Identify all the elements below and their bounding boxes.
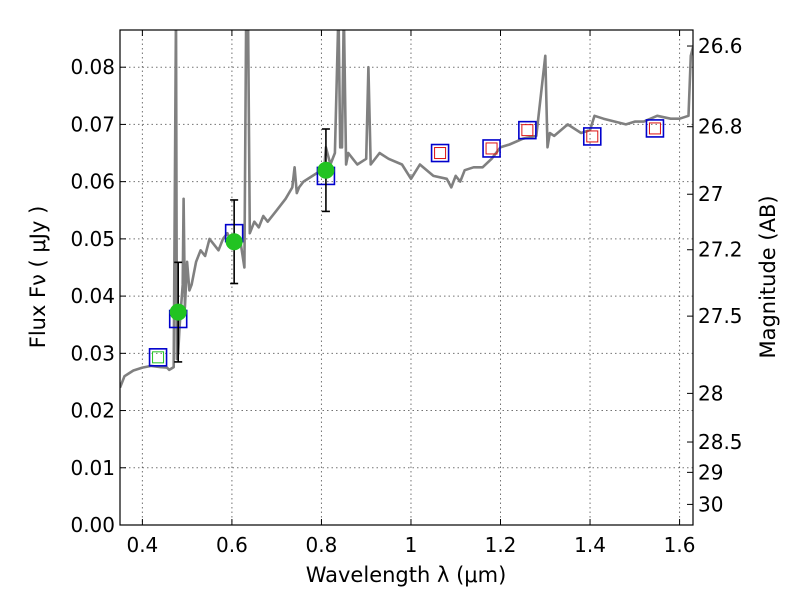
y-tick-label: 0.04: [70, 284, 115, 308]
upper-limit-square: [586, 130, 599, 143]
upper-limit-square: [521, 124, 534, 137]
grid: [120, 30, 693, 526]
model-photometry-square: [430, 143, 450, 163]
y2-tick-label: 27.5: [698, 304, 743, 328]
detection-point: [169, 303, 187, 321]
y-tick-label: 0.05: [70, 227, 115, 251]
y-tick-label: 0.01: [70, 456, 115, 480]
model-photometry-square: [148, 348, 168, 367]
model-photometry-square: [645, 119, 665, 138]
x-tick-label: 1.2: [485, 533, 517, 557]
spectrum-line: [120, 30, 693, 389]
y-tick-label: 0.02: [70, 399, 115, 423]
y-tick-label: 0.06: [70, 170, 115, 194]
y2-tick-label: 26.6: [698, 34, 743, 58]
x-tick-label: 1.6: [664, 533, 696, 557]
y2-tick-label: 27: [698, 182, 723, 206]
x-tick-label: 0.4: [126, 533, 158, 557]
plot-area: [120, 30, 693, 389]
upper-limit-square: [648, 122, 661, 135]
model-photometry-square: [482, 139, 501, 158]
x-tick-label: 0.8: [306, 533, 338, 557]
y2-tick-label: 28.5: [698, 430, 743, 454]
axis-ticks: 0.4 0.6 0.8 1 1.2 1.4 1.6 0.00 0.01 0.02 0.03 0.04 0…: [70, 30, 743, 557]
x-tick-label: 0.6: [216, 533, 248, 557]
y2-tick-label: 28: [698, 381, 723, 405]
y2-axis-label: Magnitude (AB): [756, 195, 780, 358]
x-tick-label: 1.4: [574, 533, 606, 557]
detection-point: [225, 233, 243, 251]
y2-tick-label: 27.2: [698, 238, 743, 262]
upper-limit-square: [434, 147, 447, 160]
y-tick-label: 0.07: [70, 112, 115, 136]
upper-limit-square: [152, 351, 165, 364]
x-axis-label: Wavelength λ (μm): [306, 563, 507, 587]
y-tick-label: 0.00: [70, 513, 115, 537]
plot-frame: [119, 29, 694, 526]
y2-tick-label: 30: [698, 492, 723, 516]
model-photometry-square: [518, 120, 537, 140]
y-axis-label: Flux Fν ( μJy ): [26, 206, 50, 349]
y-tick-label: 0.03: [70, 341, 115, 365]
x-tick-label: 1: [405, 533, 418, 557]
detection-point: [317, 161, 335, 179]
y-tick-label: 0.08: [70, 55, 115, 79]
upper-limit-square: [485, 142, 498, 155]
y2-tick-label: 29: [698, 460, 723, 484]
y2-tick-label: 26.8: [698, 115, 743, 139]
model-photometry-square: [582, 127, 602, 146]
